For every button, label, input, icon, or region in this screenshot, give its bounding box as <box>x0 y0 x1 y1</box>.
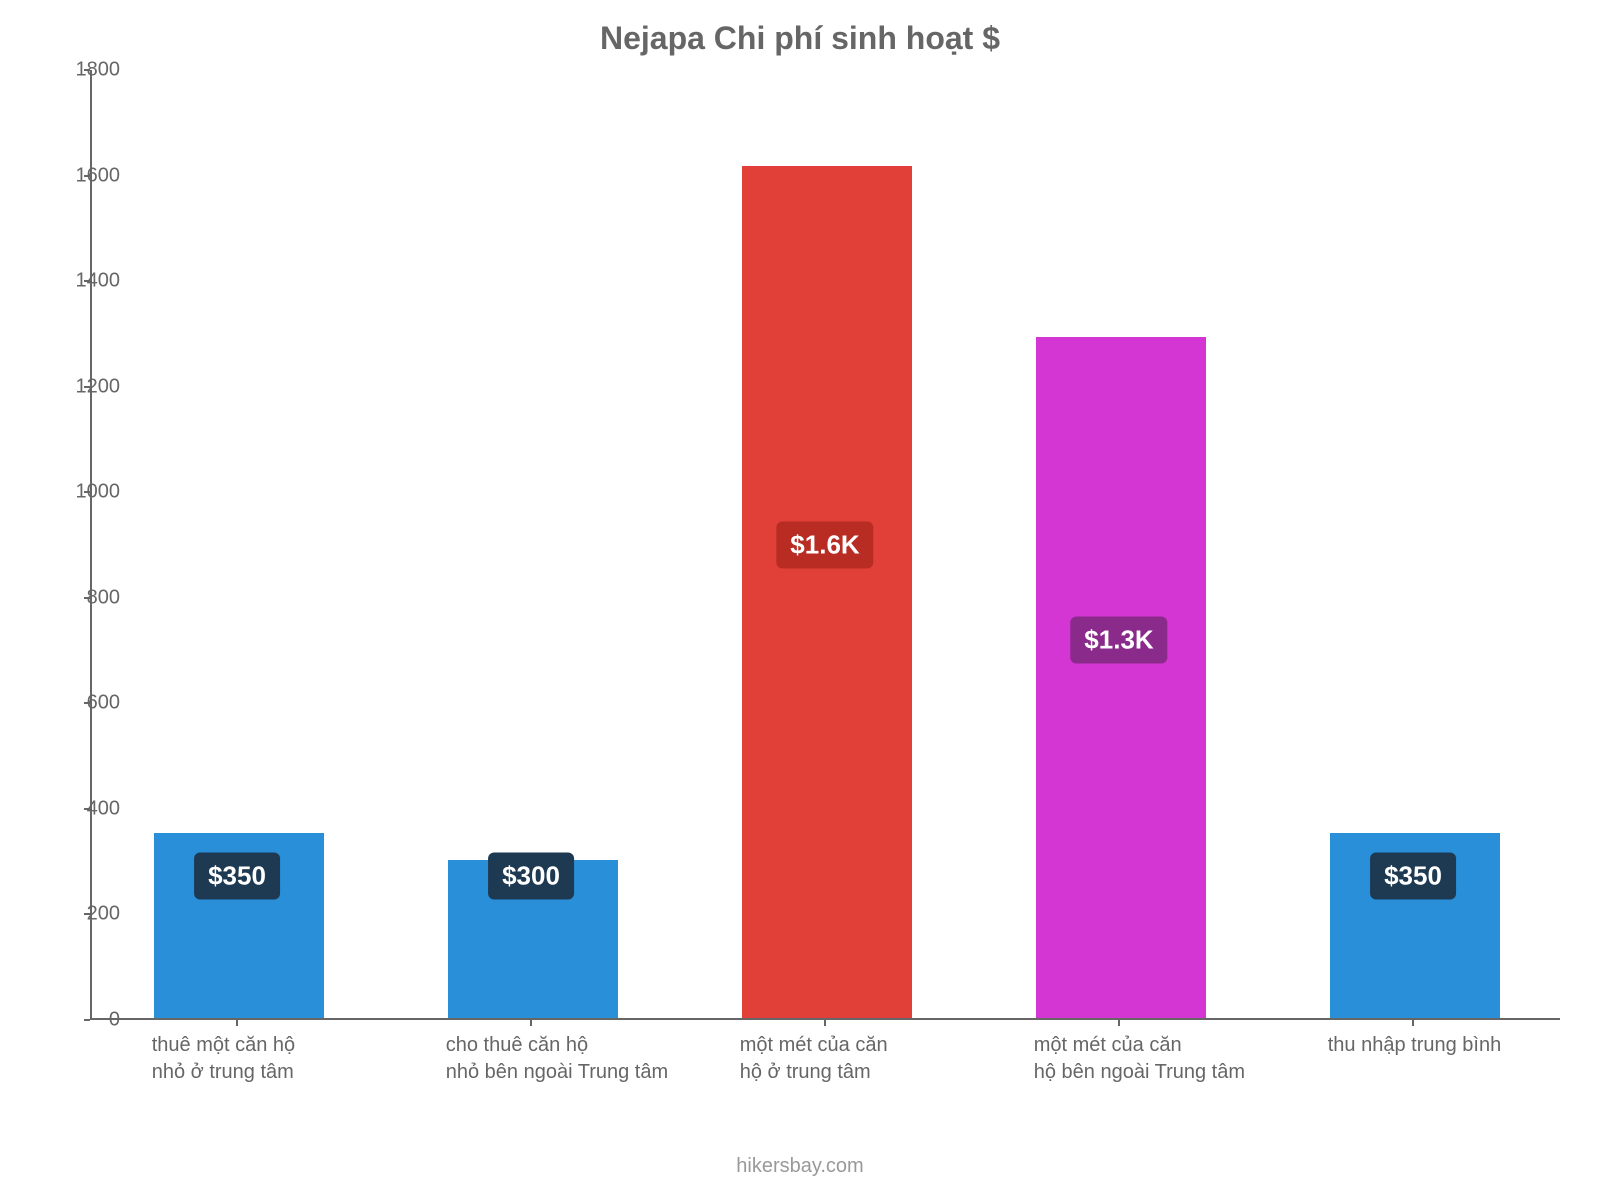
x-category-label: một mét của căn hộ ở trung tâm <box>740 1032 971 1086</box>
x-tick-mark <box>236 1020 238 1026</box>
bar-value-label: $350 <box>1370 853 1456 900</box>
x-category-label: thu nhập trung bình <box>1328 1032 1559 1059</box>
chart-footer: hikersbay.com <box>0 1155 1600 1178</box>
chart-bar <box>742 166 913 1018</box>
bar-value-label: $1.6K <box>776 522 873 569</box>
chart-title: Nejapa Chi phí sinh hoạt $ <box>0 20 1600 57</box>
x-tick-mark <box>1118 1020 1120 1026</box>
x-tick-mark <box>824 1020 826 1026</box>
x-category-label: một mét của căn hộ bên ngoài Trung tâm <box>1034 1032 1265 1086</box>
bar-value-label: $350 <box>194 853 280 900</box>
chart-container: Nejapa Chi phí sinh hoạt $ 0200400600800… <box>0 0 1600 1200</box>
bar-value-label: $300 <box>488 853 574 900</box>
x-category-label: cho thuê căn hộ nhỏ bên ngoài Trung tâm <box>446 1032 677 1086</box>
chart-bar <box>1036 337 1207 1018</box>
x-category-label: thuê một căn hộ nhỏ ở trung tâm <box>152 1032 383 1086</box>
bar-value-label: $1.3K <box>1070 617 1167 664</box>
x-tick-mark <box>1412 1020 1414 1026</box>
x-tick-mark <box>530 1020 532 1026</box>
